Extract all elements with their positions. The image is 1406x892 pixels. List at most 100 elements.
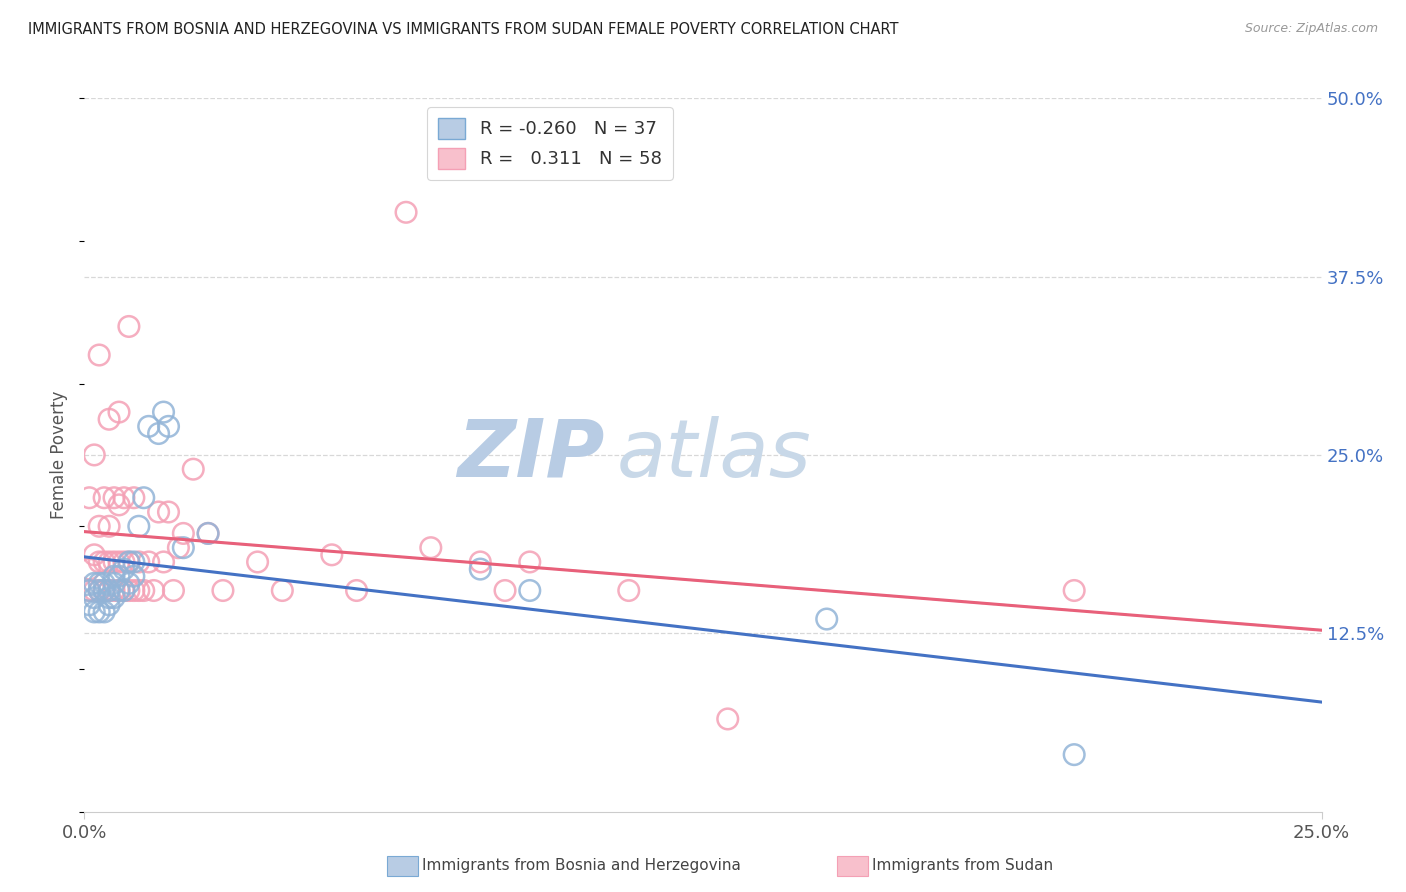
Point <box>93 555 115 569</box>
Point <box>128 555 150 569</box>
Point <box>172 526 194 541</box>
Point <box>89 519 111 533</box>
Point <box>93 576 115 591</box>
Point <box>83 583 105 598</box>
Y-axis label: Female Poverty: Female Poverty <box>51 391 69 519</box>
Point <box>148 505 170 519</box>
Point <box>112 583 135 598</box>
Point <box>494 583 516 598</box>
Point <box>103 591 125 605</box>
Point <box>98 591 121 605</box>
Point <box>83 548 105 562</box>
Point <box>197 526 219 541</box>
Point <box>122 555 145 569</box>
Point <box>112 562 135 576</box>
Point <box>89 605 111 619</box>
Point <box>93 583 115 598</box>
Point <box>162 583 184 598</box>
Point <box>128 583 150 598</box>
Point <box>152 405 174 419</box>
Point <box>212 583 235 598</box>
Text: IMMIGRANTS FROM BOSNIA AND HERZEGOVINA VS IMMIGRANTS FROM SUDAN FEMALE POVERTY C: IMMIGRANTS FROM BOSNIA AND HERZEGOVINA V… <box>28 22 898 37</box>
Point <box>108 498 131 512</box>
Point <box>118 319 141 334</box>
Point <box>108 555 131 569</box>
Point <box>98 583 121 598</box>
Point <box>132 491 155 505</box>
Point <box>470 562 492 576</box>
Point <box>93 583 115 598</box>
Point <box>167 541 190 555</box>
Text: Immigrants from Bosnia and Herzegovina: Immigrants from Bosnia and Herzegovina <box>422 858 741 872</box>
Point <box>93 491 115 505</box>
Point <box>79 598 101 612</box>
Point <box>419 541 441 555</box>
Point <box>132 583 155 598</box>
Point <box>138 555 160 569</box>
Point <box>89 583 111 598</box>
Point <box>321 548 343 562</box>
Point <box>108 583 131 598</box>
Point <box>122 583 145 598</box>
Point <box>108 583 131 598</box>
Point <box>1063 747 1085 762</box>
Point <box>83 605 105 619</box>
Text: ZIP: ZIP <box>457 416 605 494</box>
Point <box>181 462 204 476</box>
Point <box>122 491 145 505</box>
Point <box>98 583 121 598</box>
Point <box>271 583 294 598</box>
Point <box>103 555 125 569</box>
Point <box>128 519 150 533</box>
Text: Source: ZipAtlas.com: Source: ZipAtlas.com <box>1244 22 1378 36</box>
Point <box>172 541 194 555</box>
Point <box>148 426 170 441</box>
Point <box>79 583 101 598</box>
Point <box>103 583 125 598</box>
Point <box>98 519 121 533</box>
Point <box>79 562 101 576</box>
Point <box>815 612 838 626</box>
Point <box>108 405 131 419</box>
Point <box>89 583 111 598</box>
Point <box>89 348 111 362</box>
Point <box>470 555 492 569</box>
Point <box>395 205 418 219</box>
Point <box>157 505 180 519</box>
Point <box>118 583 141 598</box>
Point <box>122 569 145 583</box>
Point <box>1063 583 1085 598</box>
Point <box>519 555 541 569</box>
Point <box>118 576 141 591</box>
Point <box>617 583 640 598</box>
Point <box>79 491 101 505</box>
Point <box>83 591 105 605</box>
Point <box>157 419 180 434</box>
Point <box>152 555 174 569</box>
Point <box>79 583 101 598</box>
Point <box>246 555 269 569</box>
Point <box>108 569 131 583</box>
Point <box>98 598 121 612</box>
Point <box>89 576 111 591</box>
Point <box>717 712 740 726</box>
Point <box>98 555 121 569</box>
Point <box>83 448 105 462</box>
Text: atlas: atlas <box>616 416 811 494</box>
Point <box>197 526 219 541</box>
Text: Immigrants from Sudan: Immigrants from Sudan <box>872 858 1053 872</box>
Point <box>83 576 105 591</box>
Point <box>103 569 125 583</box>
Point <box>112 583 135 598</box>
Point <box>103 491 125 505</box>
Point <box>118 555 141 569</box>
Point <box>118 555 141 569</box>
Point <box>89 555 111 569</box>
Point <box>98 412 121 426</box>
Point <box>103 576 125 591</box>
Point <box>112 555 135 569</box>
Point <box>346 583 368 598</box>
Point <box>138 419 160 434</box>
Legend: R = -0.260   N = 37, R =   0.311   N = 58: R = -0.260 N = 37, R = 0.311 N = 58 <box>427 107 672 179</box>
Point <box>112 491 135 505</box>
